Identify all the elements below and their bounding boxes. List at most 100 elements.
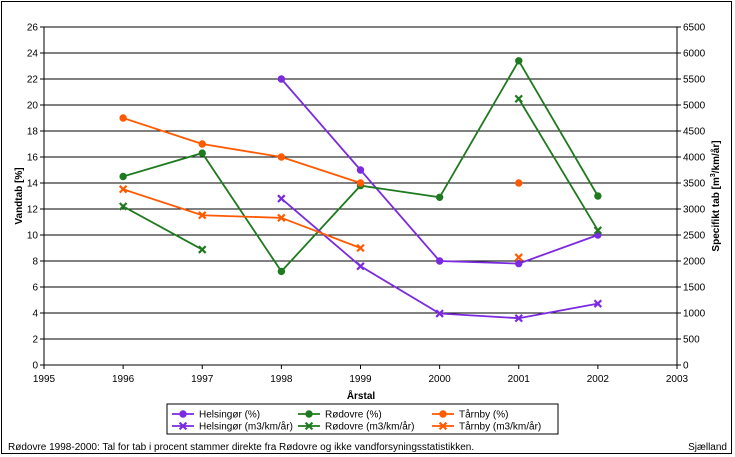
data-point [514, 94, 523, 103]
legend-item: Tårnby (%) [432, 409, 508, 421]
data-point [277, 213, 286, 223]
data-point [435, 193, 444, 202]
data-point [356, 262, 365, 271]
x-tick-label: 1999 [349, 374, 372, 385]
marker-stroke [356, 262, 365, 271]
x-tick-label: 1997 [191, 374, 214, 385]
data-point [198, 149, 206, 157]
series-2 [119, 114, 523, 187]
data-point [515, 179, 523, 187]
series-line [122, 188, 361, 249]
right-axis-title-sup: 3 [710, 173, 717, 177]
left-tick-label: 8 [32, 257, 38, 268]
data-point [118, 185, 128, 194]
left-tick-label: 24 [27, 49, 39, 60]
marker-stroke [593, 299, 603, 308]
right-axis-title: Specifikt tab [m3/km/år] [710, 140, 722, 251]
legend-marker [305, 410, 313, 418]
marker-stroke [178, 421, 188, 431]
data-point [515, 57, 523, 65]
left-tick-label: 12 [27, 205, 39, 216]
marker-stroke [118, 202, 128, 211]
left-tick-label: 20 [27, 101, 39, 112]
left-tick-label: 16 [27, 153, 39, 164]
left-tick-label: 14 [27, 179, 39, 190]
legend-marker [178, 421, 188, 431]
data-point [118, 202, 128, 211]
legend-item: Tårnby (m3/km/år) [432, 421, 541, 433]
right-tick-label: 4500 [683, 127, 706, 138]
marker-stroke [198, 245, 207, 254]
legend-marker [179, 410, 187, 418]
right-tick-label: 1500 [683, 283, 706, 294]
data-point [356, 243, 365, 253]
data-point [198, 211, 207, 220]
legend-marker [439, 410, 447, 418]
gridlines [44, 26, 677, 340]
legend-item: Rødovre (%) [298, 410, 382, 421]
data-point [119, 172, 127, 181]
data-point [435, 309, 444, 318]
plot-area [43, 27, 678, 366]
series-line [122, 59, 599, 273]
legend-label: Tårnby (m3/km/år) [459, 421, 541, 433]
series-4 [118, 94, 603, 254]
right-tick-label: 6000 [683, 49, 706, 60]
marker-stroke [514, 314, 523, 323]
marker-stroke [514, 253, 523, 262]
x-axis: 1995 1996 1997 1998 1999 2000 2001 2002 2003 [33, 365, 689, 385]
legend-marker [304, 421, 314, 431]
data-point [515, 259, 523, 268]
series-1 [119, 57, 602, 276]
legend-label: Rødovre (%) [325, 410, 382, 421]
left-tick-label: 18 [27, 127, 39, 138]
series-3 [277, 194, 603, 323]
legend-marker [438, 421, 448, 431]
right-tick-label: 5500 [683, 75, 706, 86]
left-tick-label: 6 [32, 283, 38, 294]
right-axis: 0 500 1000 1500 2000 2500 3000 3500 4000 4500 5000… [677, 23, 706, 372]
series-line [122, 117, 361, 184]
legend-label: Helsingør (%) [199, 410, 260, 421]
data-point [514, 253, 523, 262]
left-tick-label: 0 [32, 361, 38, 372]
x-tick-label: 1996 [112, 374, 135, 385]
left-tick-label: 10 [27, 231, 39, 242]
legend: Helsingør (%) Rødovre (%) Tårnby (%) Helsin… [166, 403, 559, 435]
data-point [594, 192, 602, 200]
data-point [356, 166, 365, 174]
legend-box [166, 403, 559, 435]
right-tick-label: 3500 [683, 179, 706, 190]
data-point [198, 140, 206, 148]
marker-stroke [304, 421, 314, 431]
marker-stroke [277, 194, 286, 203]
right-tick-label: 500 [683, 335, 700, 346]
right-axis-title-prefix: Specifikt tab [m [711, 177, 722, 252]
marker-stroke [118, 185, 128, 194]
right-tick-label: 5000 [683, 101, 706, 112]
series-line [122, 205, 203, 251]
footnote: Rødovre 1998-2000: Tal for tab i procent… [8, 442, 474, 453]
right-tick-label: 2000 [683, 257, 706, 268]
right-axis-title-suffix: /km/år] [710, 140, 722, 173]
right-tick-label: 4000 [683, 153, 706, 164]
data-point [435, 257, 444, 265]
left-tick-label: 4 [32, 309, 38, 320]
x-axis-title: Årstal [347, 389, 376, 402]
marker-stroke [198, 211, 207, 220]
left-tick-label: 26 [27, 23, 39, 34]
x-tick-label: 1995 [33, 374, 56, 385]
right-tick-label: 0 [683, 361, 689, 372]
marker-stroke [435, 309, 444, 318]
legend-label: Helsingør (m3/km/år) [199, 421, 293, 433]
marker-stroke [438, 421, 448, 431]
x-tick-label: 2003 [666, 374, 689, 385]
data-point [277, 194, 286, 203]
data-point [514, 314, 523, 323]
marker-stroke [277, 213, 286, 223]
right-tick-label: 2500 [683, 231, 706, 242]
right-tick-label: 3000 [683, 205, 706, 216]
